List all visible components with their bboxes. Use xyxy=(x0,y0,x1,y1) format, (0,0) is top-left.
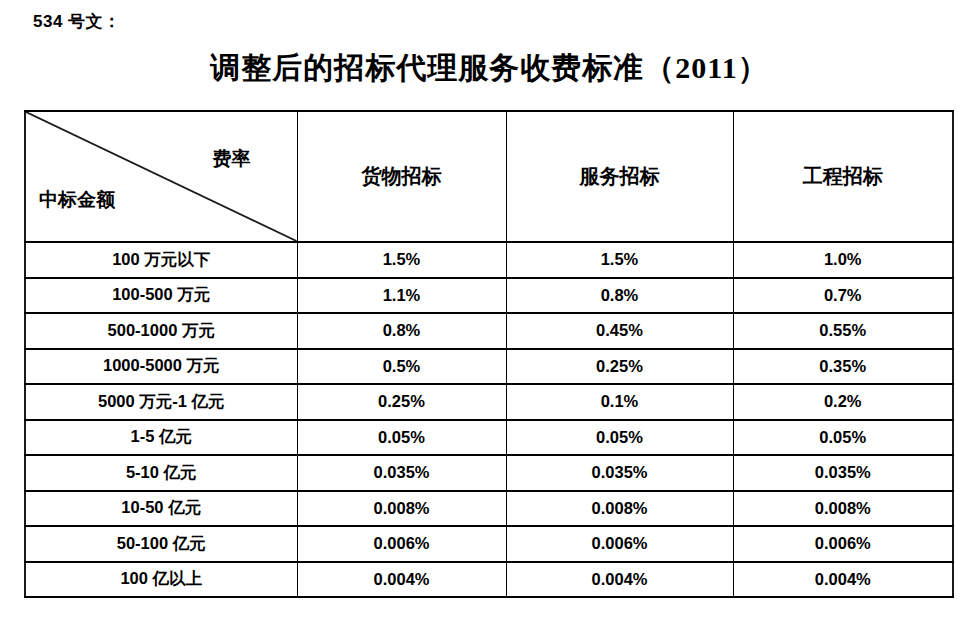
rate-cell: 0.35% xyxy=(733,349,953,385)
column-header-services: 服务招标 xyxy=(506,111,733,242)
table-row: 5-10 亿元 0.035% 0.035% 0.035% xyxy=(25,455,953,491)
row-label: 500-1000 万元 xyxy=(25,313,297,349)
corner-header-cell: 费率 中标金额 xyxy=(25,111,297,242)
rate-cell: 0.006% xyxy=(297,526,506,562)
rate-cell: 0.2% xyxy=(733,384,953,420)
row-label: 5000 万元-1 亿元 xyxy=(25,384,297,420)
rate-cell: 0.004% xyxy=(733,562,953,598)
rate-cell: 0.008% xyxy=(506,491,733,527)
rate-cell: 0.035% xyxy=(297,455,506,491)
rate-cell: 0.05% xyxy=(733,420,953,456)
rate-cell: 0.004% xyxy=(297,562,506,598)
rate-cell: 0.006% xyxy=(506,526,733,562)
rate-cell: 0.25% xyxy=(297,384,506,420)
row-label: 100 亿以上 xyxy=(25,562,297,598)
rate-cell: 0.25% xyxy=(506,349,733,385)
row-label: 10-50 亿元 xyxy=(25,491,297,527)
rate-cell: 0.05% xyxy=(506,420,733,456)
rate-cell: 0.004% xyxy=(506,562,733,598)
column-header-goods: 货物招标 xyxy=(297,111,506,242)
table-row: 5000 万元-1 亿元 0.25% 0.1% 0.2% xyxy=(25,384,953,420)
table-row: 1-5 亿元 0.05% 0.05% 0.05% xyxy=(25,420,953,456)
rate-cell: 0.55% xyxy=(733,313,953,349)
rate-cell: 0.035% xyxy=(733,455,953,491)
corner-label-bid-amount: 中标金额 xyxy=(39,187,115,213)
table-row: 1000-5000 万元 0.5% 0.25% 0.35% xyxy=(25,349,953,385)
rate-cell: 1.0% xyxy=(733,242,953,278)
row-label: 1000-5000 万元 xyxy=(25,349,297,385)
rate-cell: 0.8% xyxy=(506,278,733,314)
table-header-row: 费率 中标金额 货物招标 服务招标 工程招标 xyxy=(25,111,953,242)
corner-label-fee-rate: 费率 xyxy=(213,146,251,172)
rate-cell: 0.05% xyxy=(297,420,506,456)
row-label: 100-500 万元 xyxy=(25,278,297,314)
row-label: 1-5 亿元 xyxy=(25,420,297,456)
column-header-engineering: 工程招标 xyxy=(733,111,953,242)
rate-cell: 1.1% xyxy=(297,278,506,314)
rate-cell: 0.035% xyxy=(506,455,733,491)
page-title: 调整后的招标代理服务收费标准（2011） xyxy=(0,48,979,89)
rate-cell: 0.006% xyxy=(733,526,953,562)
rate-cell: 0.008% xyxy=(297,491,506,527)
row-label: 100 万元以下 xyxy=(25,242,297,278)
row-label: 5-10 亿元 xyxy=(25,455,297,491)
rate-cell: 1.5% xyxy=(297,242,506,278)
document-number-label: 534 号文： xyxy=(33,10,121,33)
rate-cell: 0.45% xyxy=(506,313,733,349)
rate-cell: 1.5% xyxy=(506,242,733,278)
diagonal-divider-line xyxy=(26,112,297,241)
rate-cell: 0.8% xyxy=(297,313,506,349)
rate-cell: 0.7% xyxy=(733,278,953,314)
fee-rate-table: 费率 中标金额 货物招标 服务招标 工程招标 100 万元以下 1.5% 1.5… xyxy=(24,110,954,598)
table-row: 50-100 亿元 0.006% 0.006% 0.006% xyxy=(25,526,953,562)
table-row: 100-500 万元 1.1% 0.8% 0.7% xyxy=(25,278,953,314)
rate-cell: 0.1% xyxy=(506,384,733,420)
table-row: 10-50 亿元 0.008% 0.008% 0.008% xyxy=(25,491,953,527)
table-row: 500-1000 万元 0.8% 0.45% 0.55% xyxy=(25,313,953,349)
table-row: 100 亿以上 0.004% 0.004% 0.004% xyxy=(25,562,953,598)
row-label: 50-100 亿元 xyxy=(25,526,297,562)
table-row: 100 万元以下 1.5% 1.5% 1.0% xyxy=(25,242,953,278)
rate-cell: 0.5% xyxy=(297,349,506,385)
rate-cell: 0.008% xyxy=(733,491,953,527)
